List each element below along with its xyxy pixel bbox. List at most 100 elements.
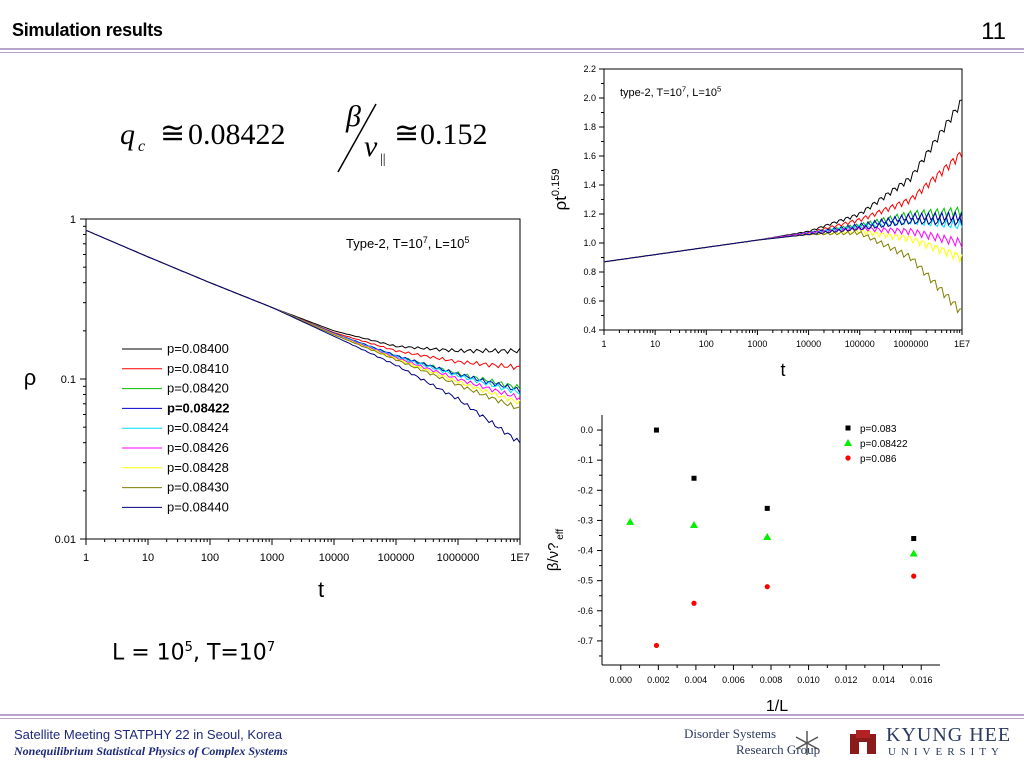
data-point [763, 532, 772, 540]
y-tick-label: -0.7 [577, 636, 593, 646]
beta-nu-eff-chart: 0.000 0.002 0.004 0.006 0.008 0.010 0.012 0.014… [545, 415, 940, 715]
legend-label: p=0.08428 [167, 460, 229, 475]
data-point [691, 600, 697, 606]
legend-marker [845, 425, 851, 431]
x-tick-label: 1000000 [893, 339, 928, 349]
header-rule [0, 48, 1024, 50]
x-tick-label: 100000 [845, 339, 875, 349]
y-tick-label: 1.6 [583, 151, 596, 161]
header-rule-thin [0, 52, 1024, 53]
footer-rule [0, 714, 1024, 716]
data-point [691, 475, 697, 481]
data-point [626, 517, 635, 525]
series-line [603, 230, 963, 314]
series-line-p=0.08420 [85, 229, 521, 390]
x-axis-label: 1/L [766, 698, 788, 715]
footer-rule-thin [0, 718, 1024, 719]
legend-label: p=0.08440 [167, 499, 229, 514]
y-tick-label: 1 [70, 214, 76, 226]
y-tick-label: 1.8 [583, 122, 596, 132]
x-tick-label: 0.000 [610, 675, 633, 685]
nu-symbol: ν [364, 130, 378, 163]
series-line-p=0.08424 [85, 229, 521, 396]
caption: L = 105, T=107 [112, 640, 275, 665]
legend-label: p=0.08422 [167, 400, 230, 415]
legend-label: p=0.08400 [167, 341, 229, 356]
legend-label: p=0.08410 [167, 361, 229, 376]
y-tick-label: 0.01 [55, 534, 76, 546]
series-line-p=0.08440 [85, 229, 521, 444]
qc-subscript: c [138, 138, 146, 155]
caption-T-exp: 7 [266, 640, 276, 655]
approx-symbol-1: ≅ [160, 117, 186, 150]
x-tick-label: 1 [601, 339, 606, 349]
legend-marker [844, 439, 852, 446]
data-point [690, 520, 699, 528]
series-line [603, 214, 963, 263]
data-point [653, 642, 660, 649]
group-logo-line2: Research Group [736, 742, 821, 757]
x-tick-label: 1E7 [510, 552, 530, 564]
x-tick-label: 0.016 [910, 675, 933, 685]
caption-L-exp: 5 [184, 640, 193, 655]
x-tick-label: 1 [83, 552, 89, 564]
x-tick-label: 1E7 [954, 339, 970, 349]
beta-symbol: β [346, 100, 361, 133]
series-line [603, 226, 963, 263]
y-tick-label: 2.0 [583, 93, 596, 103]
x-tick-label: 0.010 [797, 675, 820, 685]
x-tick-label: 1000 [747, 339, 767, 349]
x-tick-label: 0.004 [685, 675, 708, 685]
university-logo: KYUNG HEE UNIVERSITY [846, 724, 1022, 762]
rho-scaled-chart: 1 10 100 1000 10000 100000 1000000 1E7 0.4 0.6 0.8… [550, 64, 970, 380]
legend-label: p=0.08426 [167, 440, 229, 455]
chart-annotation: type-2, T=107, L=105 [620, 85, 721, 99]
y-tick-label: 0.4 [583, 325, 596, 335]
x-tick-label: 10 [650, 339, 660, 349]
slide-number: 11 [981, 18, 1006, 45]
y-axis-label: ρt0.159 [550, 169, 570, 211]
x-tick-label: 1000000 [437, 552, 480, 564]
y-tick-label: 0.6 [583, 296, 596, 306]
footer-conference: Satellite Meeting STATPHY 22 in Seoul, K… [14, 727, 283, 742]
x-tick-label: 10000 [319, 552, 350, 564]
y-tick-label: -0.6 [577, 606, 593, 616]
legend-label: p=0.08422 [860, 439, 908, 450]
snowflake-icon [795, 731, 819, 755]
x-tick-label: 1000 [260, 552, 284, 564]
y-axis-label: ρ [24, 365, 37, 390]
x-tick-label: 0.012 [835, 675, 858, 685]
x-tick-label: 100 [699, 339, 714, 349]
qc-value: 0.08422 [188, 118, 286, 151]
legend-label: p=0.08424 [167, 420, 229, 435]
y-tick-label: -0.5 [577, 576, 593, 586]
x-tick-label: 100000 [378, 552, 415, 564]
data-point [764, 584, 770, 590]
data-point [911, 535, 917, 541]
y-tick-label: 2.2 [583, 64, 596, 74]
university-emblem-icon [850, 730, 876, 754]
x-tick-label: 10000 [796, 339, 821, 349]
plot-frame [603, 68, 963, 331]
data-point [911, 573, 917, 579]
series-line [603, 151, 963, 263]
y-axis-label: β/ν? eff [545, 529, 566, 572]
footer-subtitle: Nonequilibrium Statistical Physics of Co… [14, 744, 288, 758]
university-logo-line2: UNIVERSITY [888, 746, 1004, 758]
slide-title: Simulation results [12, 20, 163, 40]
y-tick-label: -0.1 [577, 455, 593, 465]
y-tick-label: 0.1 [61, 374, 76, 386]
legend-label: p=0.086 [860, 454, 897, 465]
data-point [764, 505, 770, 511]
data-point [909, 549, 918, 557]
y-tick-label: 0.0 [580, 425, 593, 435]
qc-symbol: q [120, 118, 135, 151]
x-tick-label: 0.002 [647, 675, 670, 685]
x-tick-label: 0.014 [872, 675, 895, 685]
x-tick-label: 10 [142, 552, 154, 564]
x-tick-label: 0.008 [760, 675, 783, 685]
y-tick-label: -0.2 [577, 485, 593, 495]
legend-marker [845, 455, 851, 461]
formula: q c ≅ 0.08422 β ν || ≅ 0.152 [118, 100, 518, 180]
legend-label: p=0.08420 [167, 381, 229, 396]
